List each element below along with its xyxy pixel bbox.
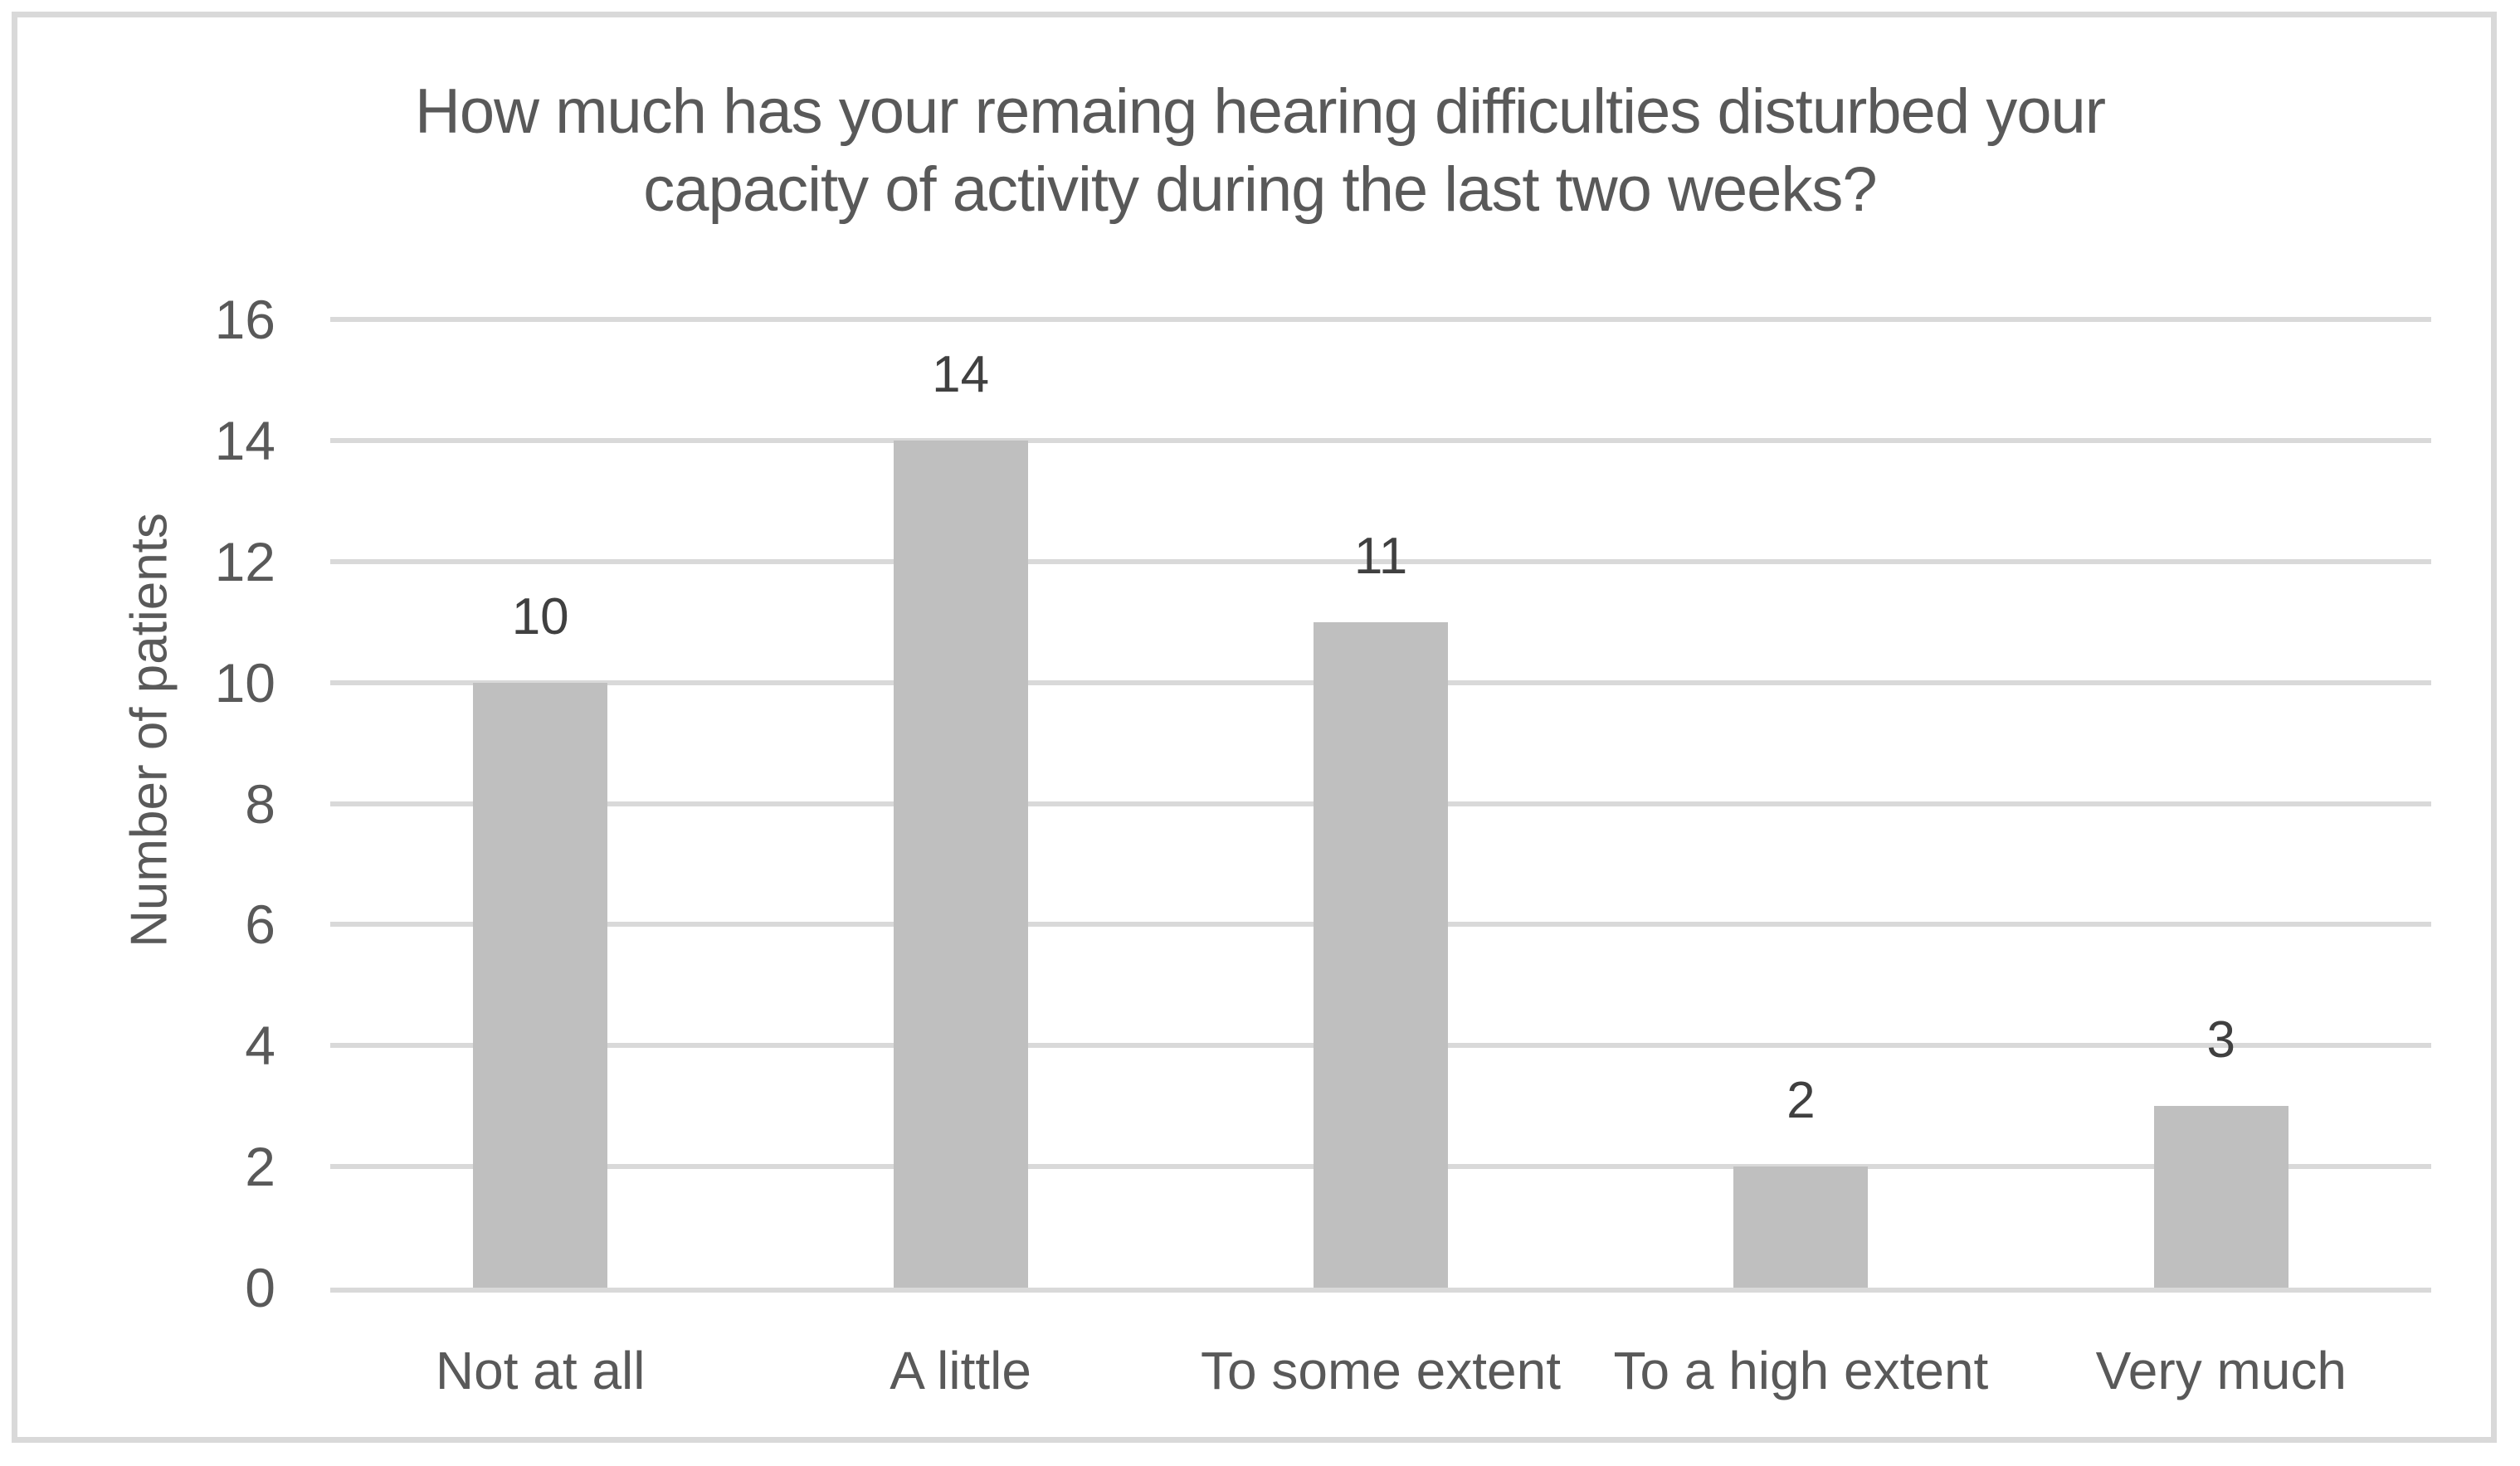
y-tick-label: 0 — [245, 1257, 275, 1318]
bar-a-little — [893, 440, 1028, 1288]
figure-border — [12, 12, 2497, 1443]
plot-area: 10 14 11 2 3 — [330, 317, 2431, 1293]
bar-value-label: 11 — [1353, 527, 1408, 585]
bar-not-at-all — [473, 682, 608, 1288]
y-axis-tick-labels: 0 2 4 6 8 10 12 14 16 — [0, 0, 275, 1466]
gridline — [330, 317, 2431, 322]
bar-to-some-extent — [1314, 621, 1448, 1288]
y-tick-label: 10 — [214, 651, 275, 714]
y-tick-label: 16 — [214, 289, 275, 350]
y-tick-label: 8 — [245, 772, 275, 835]
gridline — [330, 558, 2431, 564]
y-tick-label: 6 — [245, 894, 275, 956]
bar-value-label: 14 — [932, 345, 990, 403]
bar-very-much — [2153, 1106, 2288, 1288]
y-tick-label: 2 — [245, 1136, 275, 1198]
x-category-label: To some extent — [1201, 1341, 1561, 1400]
bar-value-label: 2 — [1786, 1072, 1816, 1130]
bar-value-label: 3 — [2206, 1011, 2236, 1069]
y-tick-label: 12 — [214, 530, 275, 592]
x-category-label: A little — [890, 1341, 1031, 1400]
chart-title-line-1: How much has your remaing hearing diffic… — [414, 76, 2106, 147]
x-category-label: To a high extent — [1613, 1341, 1989, 1400]
x-axis-line — [330, 1288, 2431, 1293]
gridline — [330, 437, 2431, 443]
chart-title-line-2: capacity of activity during the last two… — [643, 154, 1877, 226]
bar-value-label: 10 — [511, 587, 569, 645]
x-category-label: Not at all — [435, 1341, 646, 1400]
bar-to-a-high-extent — [1733, 1166, 1869, 1288]
chart-title: How much has your remaing hearing diffic… — [0, 73, 2520, 229]
y-tick-label: 4 — [245, 1015, 275, 1077]
y-tick-label: 14 — [214, 409, 275, 471]
x-category-label: Very much — [2095, 1341, 2347, 1400]
